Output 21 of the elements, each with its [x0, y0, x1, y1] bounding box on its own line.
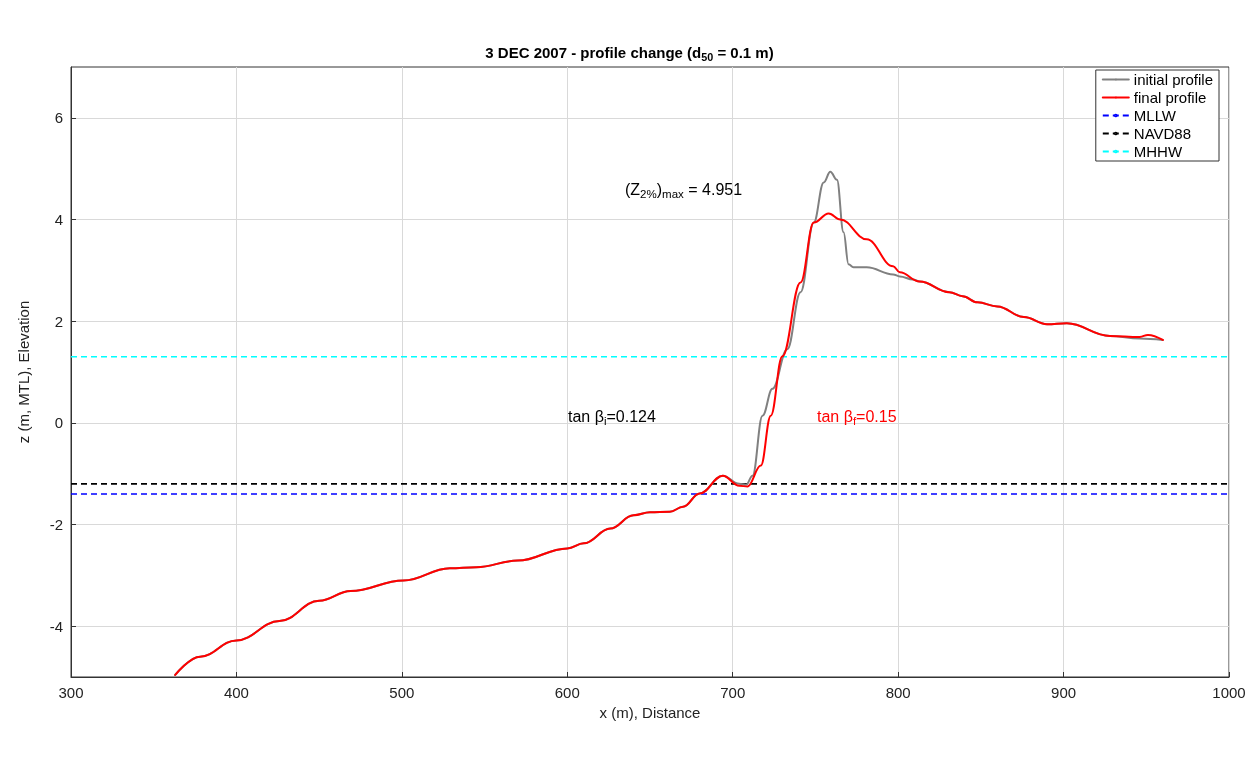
legend-label: MHHW [1133, 143, 1183, 160]
y-tick-label: 4 [54, 211, 63, 228]
x-tick-label: 400 [223, 684, 249, 701]
x-tick-label: 700 [720, 684, 746, 701]
x-tick-label: 600 [554, 684, 580, 701]
legend-label: NAVD88 [1133, 125, 1192, 142]
x-axis-title: x (m), Distance [599, 704, 701, 721]
y-tick-label: 6 [54, 109, 63, 127]
y-axis-title: z (m, MTL), Elevation [15, 300, 32, 444]
y-tick-label: -2 [49, 516, 63, 533]
legend-label: MLLW [1133, 107, 1177, 124]
x-tick-label: 500 [389, 684, 415, 701]
x-tick-label: 300 [58, 684, 84, 701]
y-tick-label: 2 [54, 312, 63, 330]
y-tick-label: 0 [54, 414, 63, 432]
x-tick-label: 900 [1051, 684, 1077, 701]
legend-label: initial profile [1133, 71, 1214, 88]
legend-label: final profile [1133, 89, 1207, 106]
y-tick-label: -4 [49, 617, 63, 635]
x-tick-label: 800 [885, 684, 911, 701]
x-tick-label: 1000 [1212, 684, 1246, 701]
